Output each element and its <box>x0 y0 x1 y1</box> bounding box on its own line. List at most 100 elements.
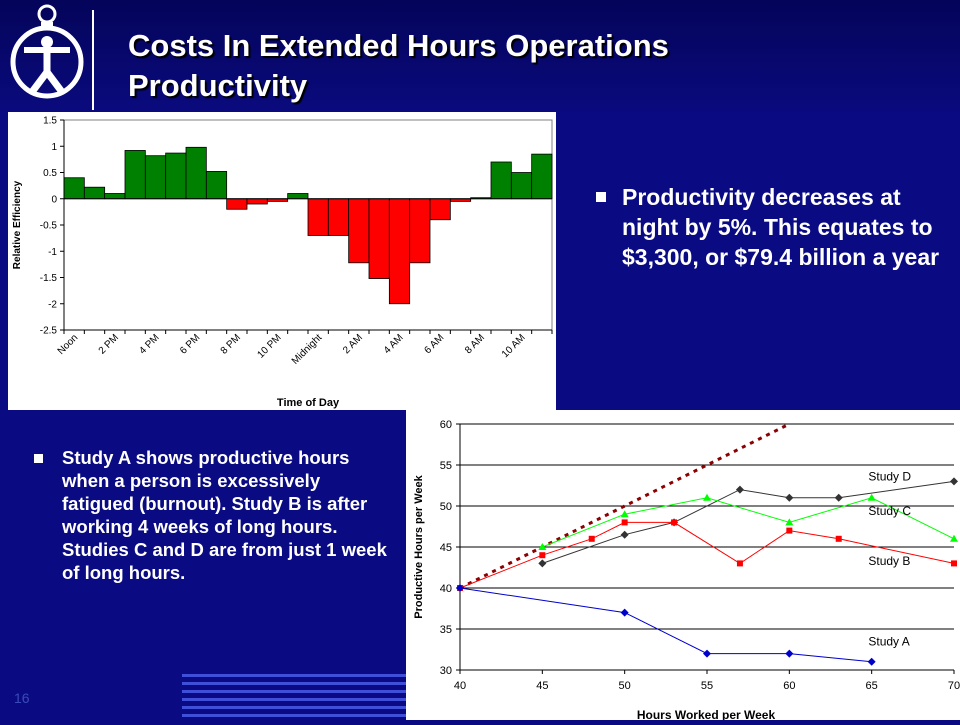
efficiency-bar <box>429 198 451 221</box>
line-x-tick-label: 60 <box>783 680 795 692</box>
efficiency-bar <box>124 150 146 200</box>
efficiency-bar <box>144 155 167 200</box>
line-x-axis-label: Hours Worked per Week <box>637 708 776 720</box>
bar-y-tick-label: -1 <box>48 247 57 258</box>
line-x-tick-label: 40 <box>454 680 466 692</box>
bar-x-tick-label: Noon <box>56 332 81 357</box>
bullet-text: Productivity decreases at night by 5%. T… <box>622 184 940 270</box>
bar-x-tick-label: Midnight <box>290 332 325 367</box>
bar-x-tick-label: 6 AM <box>422 332 446 356</box>
series-marker <box>785 493 794 502</box>
efficiency-bar <box>490 161 512 200</box>
bar-x-tick-label: 8 AM <box>463 332 487 356</box>
series-marker <box>620 530 629 539</box>
efficiency-bar <box>327 198 350 236</box>
series-line <box>542 497 955 548</box>
bar-x-axis-label: Time of Day <box>277 397 340 409</box>
line-y-tick-label: 40 <box>440 583 452 595</box>
series-marker <box>735 485 744 494</box>
title-line-2: Productivity <box>128 68 308 103</box>
series-marker <box>538 559 547 568</box>
bar-y-tick-label: 1.5 <box>43 116 57 127</box>
line-x-tick-label: 55 <box>701 680 713 692</box>
line-y-tick-label: 55 <box>440 460 452 472</box>
person-figure-logo-icon <box>10 4 84 99</box>
square-bullet-icon <box>596 192 606 202</box>
series-marker <box>835 535 842 542</box>
efficiency-bar <box>185 146 207 200</box>
bar-y-tick-label: 1 <box>51 142 57 153</box>
series-marker <box>620 608 629 617</box>
series-marker <box>951 560 957 567</box>
line-y-tick-label: 50 <box>440 501 452 513</box>
series-label: Study A <box>868 634 909 648</box>
series-label: Study B <box>868 554 910 568</box>
series-marker <box>950 477 958 486</box>
line-x-tick-label: 65 <box>866 680 878 692</box>
efficiency-bar <box>104 193 126 200</box>
efficiency-bar <box>388 198 411 305</box>
bar-x-tick-label: 10 PM <box>255 332 283 360</box>
series-label: Study C <box>868 504 911 518</box>
line-y-tick-label: 60 <box>440 419 452 431</box>
bar-x-tick-label: 2 AM <box>341 332 365 356</box>
line-y-tick-label: 35 <box>440 624 452 636</box>
title-band <box>0 0 960 112</box>
bullet-text: Study A shows productive hours when a pe… <box>62 447 387 583</box>
logo-divider <box>92 10 94 110</box>
efficiency-bar <box>287 193 309 200</box>
efficiency-bar <box>409 198 431 264</box>
series-marker <box>538 543 547 550</box>
efficiency-bar-chart: 1.5 1 0.5 0 -0.5 -1 -1.5 -2 -2.5 Noon 2 PM 4 PM 6 P… <box>8 112 556 410</box>
productivity-bullets: Productivity decreases at night by 5%. T… <box>596 182 942 272</box>
series-marker <box>671 519 678 526</box>
productive-hours-line-chart-svg: 60 55 50 45 40 35 30 40 45 50 55 60 65 70 Study D Stu… <box>413 419 960 722</box>
line-x-tick-label: 50 <box>619 680 631 692</box>
reference-line <box>459 422 791 590</box>
series-marker <box>867 657 876 666</box>
bar-x-tick-label: 10 AM <box>500 332 528 360</box>
series-marker <box>456 584 464 592</box>
bar-x-tick-label: 2 PM <box>97 332 121 356</box>
bar-y-tick-label: -0.5 <box>40 221 58 232</box>
efficiency-bar <box>510 172 533 200</box>
line-y-tick-label: 30 <box>440 665 452 677</box>
series-marker <box>620 510 629 518</box>
line-x-tick-label: 45 <box>536 680 548 692</box>
efficiency-bar <box>83 186 106 200</box>
efficiency-bar-chart-svg: 1.5 1 0.5 0 -0.5 -1 -1.5 -2 -2.5 Noon 2 PM 4 PM 6 P… <box>12 116 553 409</box>
series-marker <box>703 649 711 658</box>
bullet-item: Study A shows productive hours when a pe… <box>34 446 392 584</box>
series-marker <box>834 493 843 502</box>
series-marker <box>785 649 794 658</box>
bar-x-tick-label: 6 PM <box>178 332 202 356</box>
bar-y-tick-label: -2 <box>48 299 57 310</box>
efficiency-bar <box>226 198 248 210</box>
bar-y-tick-label: -1.5 <box>40 273 58 284</box>
series-marker <box>539 552 546 559</box>
efficiency-bar <box>307 198 329 236</box>
decorative-stripes <box>182 672 406 720</box>
efficiency-bar <box>531 153 553 200</box>
efficiency-bar <box>246 198 268 205</box>
series-study-c <box>538 493 958 550</box>
bar-y-tick-label: 0.5 <box>43 168 57 179</box>
series-marker <box>588 535 595 542</box>
bar-x-tick-label: 4 PM <box>137 332 161 356</box>
bar-x-tick-label: 4 AM <box>382 332 406 356</box>
efficiency-bar <box>348 198 370 264</box>
series-marker <box>786 527 793 534</box>
slide-number: 16 <box>14 690 30 706</box>
series-marker <box>621 519 628 526</box>
bar-y-axis-label: Relative Efficiency <box>12 180 23 269</box>
efficiency-bar <box>63 177 85 200</box>
study-bullets: Study A shows productive hours when a pe… <box>34 446 392 584</box>
series-marker <box>950 534 958 542</box>
square-bullet-icon <box>34 454 43 463</box>
series-label: Study D <box>868 469 911 483</box>
efficiency-bar <box>165 152 187 200</box>
bar-x-tick-label: 8 PM <box>219 332 243 356</box>
productive-hours-line-chart: 60 55 50 45 40 35 30 40 45 50 55 60 65 70 Study D Stu… <box>406 410 960 722</box>
line-y-axis-label: Productive Hours per Week <box>413 474 425 618</box>
series-marker <box>867 493 876 501</box>
